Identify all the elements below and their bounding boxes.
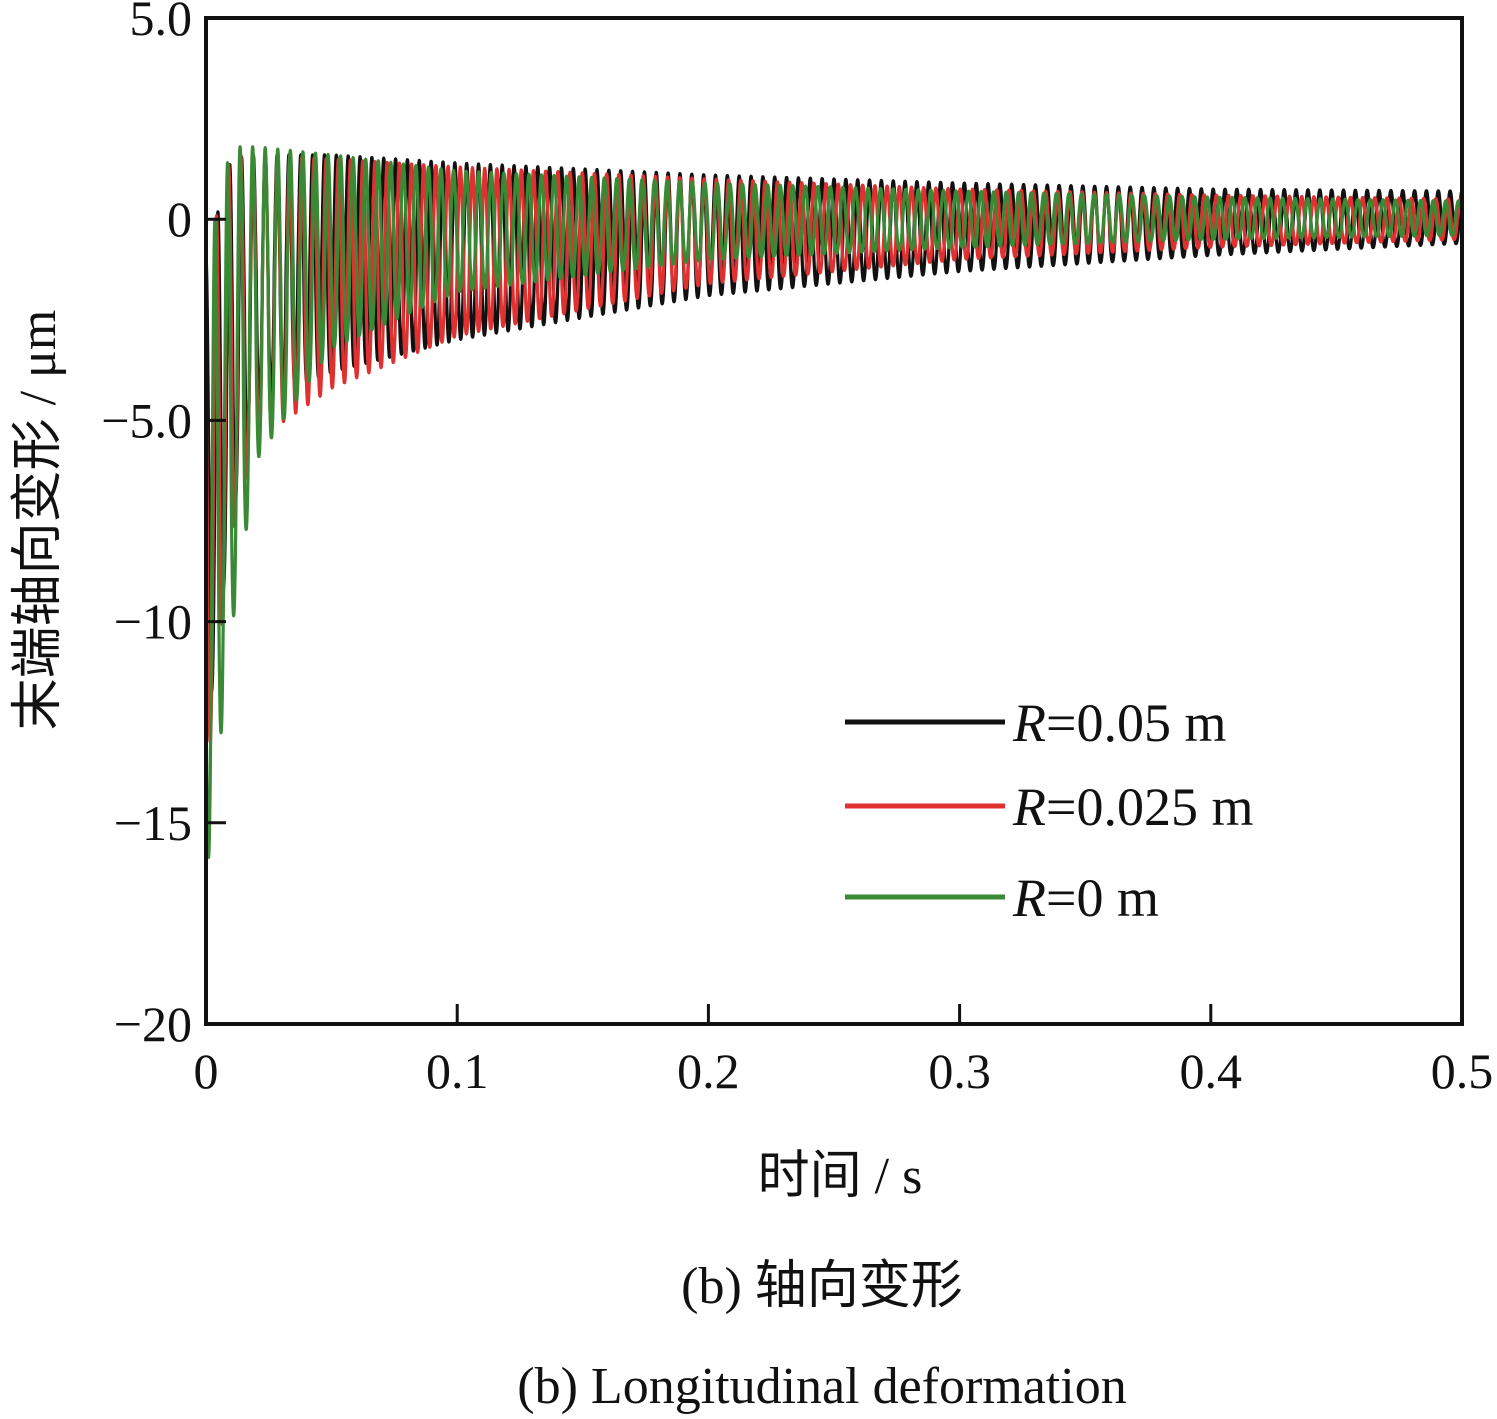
legend-label-2: R=0 m bbox=[1012, 868, 1159, 928]
x-tick-label: 0.2 bbox=[677, 1043, 740, 1099]
legend-label-1: R=0.025 m bbox=[1012, 777, 1253, 837]
x-axis-title: 时间 / s bbox=[758, 1148, 923, 1205]
x-tick-label: 0.1 bbox=[426, 1043, 489, 1099]
y-tick-label: −20 bbox=[114, 996, 192, 1052]
y-tick-label: 5.0 bbox=[130, 0, 193, 46]
y-tick-label: −5.0 bbox=[101, 392, 192, 448]
ticks-layer: 0 0.1 0.2 0.3 0.4 0.5 5.0 0 −5.0 −10 −15 −20 bbox=[101, 0, 1493, 1099]
series-line-1 bbox=[204, 153, 1464, 744]
caption-en: (b) Longitudinal deformation bbox=[517, 1358, 1126, 1415]
series-line-2 bbox=[204, 145, 1464, 860]
plot-frame bbox=[204, 16, 1464, 1026]
y-tick-label: 0 bbox=[167, 191, 192, 247]
x-tick-label: 0.5 bbox=[1431, 1043, 1494, 1099]
caption-zh: (b) 轴向变形 bbox=[681, 1258, 963, 1315]
legend: R=0.05 m R=0.025 m R=0 m bbox=[845, 693, 1253, 928]
legend-label-0: R=0.05 m bbox=[1012, 693, 1226, 753]
x-tick-label: 0.3 bbox=[928, 1043, 991, 1099]
series-layer bbox=[204, 145, 1464, 860]
x-tick-label: 0 bbox=[194, 1043, 219, 1099]
y-axis-title: 末端轴向变形 / μm bbox=[10, 310, 67, 731]
y-tick-label: −15 bbox=[114, 795, 192, 851]
x-tick-label: 0.4 bbox=[1180, 1043, 1243, 1099]
y-tick-label: −10 bbox=[114, 594, 192, 650]
